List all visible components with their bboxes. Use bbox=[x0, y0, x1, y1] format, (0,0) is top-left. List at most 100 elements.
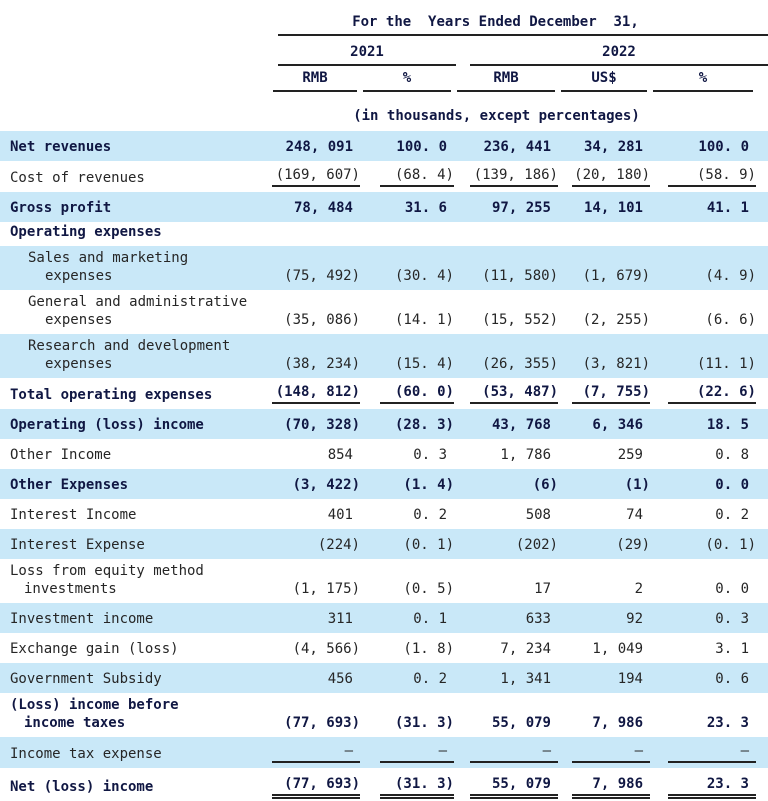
row-label-line: expenses bbox=[45, 268, 113, 284]
cell-value: 74 bbox=[626, 507, 643, 523]
cell-value: (7, 755) bbox=[572, 383, 650, 404]
cell-2022-rmb: (139, 186) bbox=[454, 166, 558, 192]
cell-value: (169, 607) bbox=[272, 166, 360, 187]
row-label-line: Interest Expense bbox=[10, 537, 145, 553]
cell-2021-pct: (15. 4) bbox=[360, 355, 454, 378]
cell-value: (148, 812) bbox=[272, 383, 360, 404]
table-row: Net revenues 248, 091 100. 0 236, 441 34, 28… bbox=[0, 131, 768, 161]
cell-2022-pct: 41. 1 bbox=[650, 199, 768, 222]
table-row: Cost of revenues (169, 607) (68. 4) (139, 1… bbox=[0, 161, 768, 192]
cell-2022-pct: (6. 6) bbox=[650, 311, 768, 334]
cell-value: 0. 3 bbox=[413, 447, 447, 463]
cell-2021-pct: 0. 2 bbox=[360, 506, 454, 529]
table-row: Government Subsidy 456 0. 2 1, 341 194 0. 6 bbox=[0, 663, 768, 693]
cell-value: 633 bbox=[525, 611, 551, 627]
cell-value: (26, 355) bbox=[482, 356, 558, 372]
cell-2021-rmb: (77, 693) bbox=[270, 775, 360, 801]
cell-2022-rmb: (53, 487) bbox=[454, 383, 558, 409]
cell-value: 311 bbox=[327, 611, 353, 627]
cell-2022-usd: (1) bbox=[558, 476, 650, 499]
cell-value: 2 bbox=[634, 581, 643, 597]
row-label: Interest Income bbox=[0, 506, 270, 529]
cell-value: (3, 821) bbox=[582, 356, 650, 372]
cell-value: — bbox=[470, 742, 558, 763]
cell-value: 7, 986 bbox=[592, 715, 643, 731]
cell-value: 78, 484 bbox=[293, 200, 353, 216]
cell-2022-usd: 194 bbox=[558, 670, 650, 693]
cell-2021-pct bbox=[360, 241, 454, 246]
cell-2022-usd: 6, 346 bbox=[558, 416, 650, 439]
cell-2021-pct: 0. 1 bbox=[360, 610, 454, 633]
cell-value: (0. 1) bbox=[403, 537, 454, 553]
cell-2022-rmb: 55, 079 bbox=[454, 775, 558, 801]
cell-2022-pct: — bbox=[650, 742, 768, 768]
table-header-columns-row: RMB % RMB US$ % bbox=[0, 66, 768, 97]
cell-2022-rmb: 508 bbox=[454, 506, 558, 529]
cell-value: (6) bbox=[532, 477, 558, 493]
row-label-line: investments bbox=[24, 581, 117, 597]
table-row: Other Income 854 0. 3 1, 786 259 0. 8 bbox=[0, 439, 768, 469]
cell-value: (6. 6) bbox=[705, 312, 756, 328]
cell-2021-rmb: (38, 234) bbox=[270, 355, 360, 378]
cell-value: 34, 281 bbox=[583, 139, 643, 155]
cell-value: 100. 0 bbox=[396, 139, 447, 155]
row-label: Loss from equity method investments bbox=[0, 562, 270, 603]
cell-2022-usd: 14, 101 bbox=[558, 199, 650, 222]
cell-2022-usd bbox=[558, 241, 650, 246]
column-header-2022-usd: US$ bbox=[558, 69, 650, 97]
table-header-period-row: For the Years Ended December 31, bbox=[0, 0, 768, 36]
cell-2022-rmb: (26, 355) bbox=[454, 355, 558, 378]
cell-2021-rmb: (35, 086) bbox=[270, 311, 360, 334]
cell-value: 259 bbox=[617, 447, 643, 463]
cell-2022-pct: 3. 1 bbox=[650, 640, 768, 663]
row-label-line: Other Expenses bbox=[10, 477, 129, 493]
table-body: Net revenues 248, 091 100. 0 236, 441 34, 28… bbox=[0, 131, 768, 801]
cell-value: (58. 9) bbox=[668, 166, 756, 187]
cell-2021-rmb: — bbox=[270, 742, 360, 768]
cell-2022-usd: 2 bbox=[558, 580, 650, 603]
cell-2022-usd: 34, 281 bbox=[558, 138, 650, 161]
cell-value: 18. 5 bbox=[706, 417, 749, 433]
cell-2022-pct: (11. 1) bbox=[650, 355, 768, 378]
cell-value: 97, 255 bbox=[491, 200, 551, 216]
cell-2021-pct: (28. 3) bbox=[360, 416, 454, 439]
cell-2021-pct: (0. 5) bbox=[360, 580, 454, 603]
cell-2022-usd: (20, 180) bbox=[558, 166, 650, 192]
column-header-2022-rmb: RMB bbox=[454, 69, 558, 97]
row-label: Investment income bbox=[0, 610, 270, 633]
row-label-line: Income tax expense bbox=[10, 746, 162, 762]
cell-2022-pct: 23. 3 bbox=[650, 714, 768, 737]
row-label-line: Cost of revenues bbox=[10, 170, 145, 186]
cell-value: (1. 4) bbox=[403, 477, 454, 493]
cell-value: 1, 049 bbox=[592, 641, 643, 657]
cell-value: 0. 2 bbox=[413, 507, 447, 523]
cell-2022-pct: 0. 6 bbox=[650, 670, 768, 693]
cell-2022-rmb: 236, 441 bbox=[454, 138, 558, 161]
cell-value: (11, 580) bbox=[482, 268, 558, 284]
cell-value: 0. 2 bbox=[715, 507, 749, 523]
column-header-2021-pct: % bbox=[360, 69, 454, 97]
cell-2022-pct: (22. 6) bbox=[650, 383, 768, 409]
row-label-line: expenses bbox=[45, 312, 113, 328]
table-row: Total operating expenses (148, 812) (60. 0… bbox=[0, 378, 768, 409]
row-label: Other Income bbox=[0, 446, 270, 469]
cell-value: (1. 8) bbox=[403, 641, 454, 657]
row-label-line: income taxes bbox=[24, 715, 126, 731]
year-group-2022: 2022 bbox=[470, 43, 768, 66]
cell-2021-pct: (31. 3) bbox=[360, 775, 454, 801]
cell-2022-pct: 23. 3 bbox=[650, 775, 768, 801]
row-label-line: Sales and marketing bbox=[28, 250, 189, 266]
cell-2022-rmb: 17 bbox=[454, 580, 558, 603]
column-header-2021-rmb: RMB bbox=[270, 69, 360, 97]
row-label-line: Research and development bbox=[28, 338, 231, 354]
cell-value: 41. 1 bbox=[706, 200, 749, 216]
cell-2022-rmb: 55, 079 bbox=[454, 714, 558, 737]
cell-2021-rmb: (77, 693) bbox=[270, 714, 360, 737]
cell-value: 1, 341 bbox=[500, 671, 551, 687]
cell-2021-rmb: (1, 175) bbox=[270, 580, 360, 603]
row-label-line: Operating expenses bbox=[10, 224, 162, 240]
row-label-line: Government Subsidy bbox=[10, 671, 162, 687]
cell-2021-rmb bbox=[270, 241, 360, 246]
cell-value: (31. 3) bbox=[380, 775, 454, 799]
